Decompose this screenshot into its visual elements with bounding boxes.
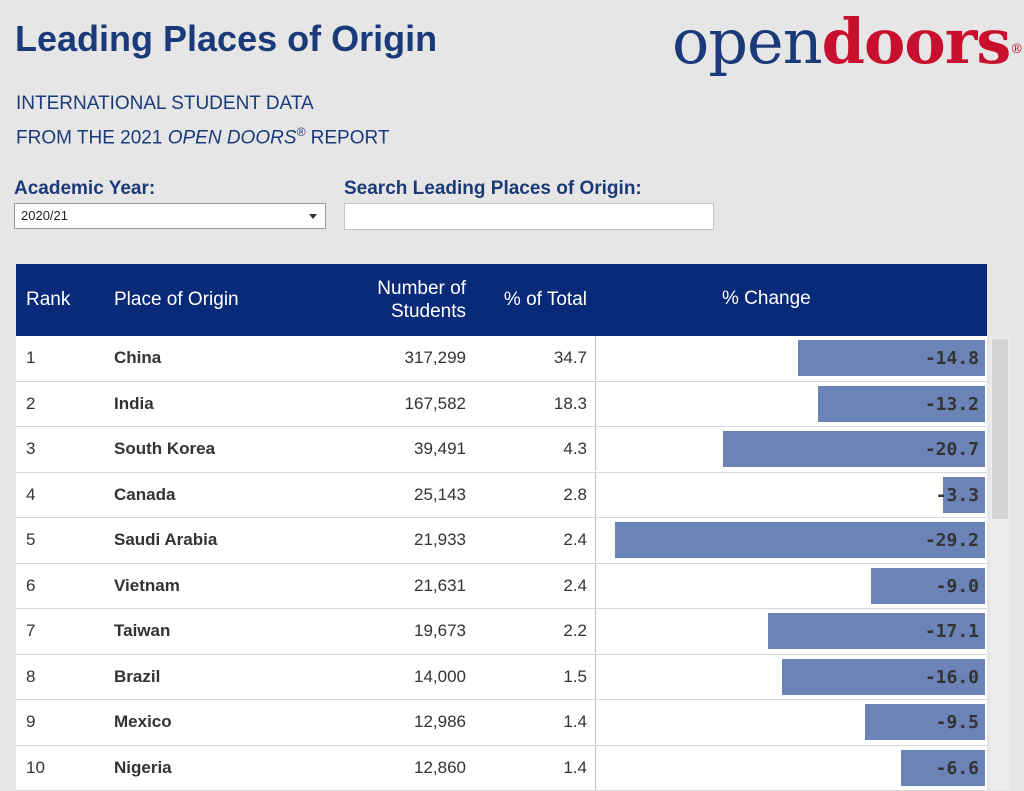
rank-cell: 9 (26, 700, 35, 744)
place-cell: China (114, 336, 161, 380)
change-value: -6.6 (936, 749, 979, 789)
rank-cell: 1 (26, 336, 35, 380)
pct-total-cell: 1.4 (486, 746, 587, 790)
place-cell: South Korea (114, 427, 215, 471)
students-cell: 39,491 (346, 427, 466, 471)
pct-total-cell: 18.3 (486, 382, 587, 426)
place-cell: Canada (114, 473, 175, 517)
place-cell: Saudi Arabia (114, 518, 217, 562)
pct-total-cell: 34.7 (486, 336, 587, 380)
subtitle-line1: INTERNATIONAL STUDENT DATA (16, 90, 389, 118)
subtitle-line2: FROM THE 2021 OPEN DOORS® REPORT (16, 118, 389, 152)
students-cell: 25,143 (346, 473, 466, 517)
place-cell: Brazil (114, 655, 160, 699)
students-cell: 167,582 (346, 382, 466, 426)
pct-change-cell: -13.2 (595, 382, 987, 426)
students-cell: 317,299 (346, 336, 466, 380)
change-value: -14.8 (925, 339, 979, 379)
header-pct-total[interactable]: % of Total (486, 289, 587, 311)
logo-doors-text: doors (822, 5, 1011, 78)
pct-change-cell: -6.6 (595, 746, 987, 790)
rank-cell: 8 (26, 655, 35, 699)
pct-total-cell: 1.4 (486, 700, 587, 744)
header-students-line1: Number of (346, 277, 466, 300)
header-place[interactable]: Place of Origin (114, 289, 239, 311)
pct-change-cell: -16.0 (595, 655, 987, 699)
page-title: Leading Places of Origin (15, 18, 437, 60)
academic-year-select[interactable]: 2020/21 (14, 203, 326, 229)
table-row[interactable]: 10 Nigeria 12,860 1.4 -6.6 (16, 746, 987, 791)
change-value: -3.3 (936, 476, 979, 516)
rank-cell: 4 (26, 473, 35, 517)
change-value: -9.5 (936, 703, 979, 743)
change-value: -17.1 (925, 612, 979, 652)
chevron-down-icon (309, 214, 317, 219)
table-row[interactable]: 4 Canada 25,143 2.8 -3.3 (16, 473, 987, 519)
pct-total-cell: 2.4 (486, 564, 587, 608)
header-rank[interactable]: Rank (26, 289, 70, 311)
rank-cell: 7 (26, 609, 35, 653)
subtitle-prefix: FROM THE 2021 (16, 127, 168, 148)
rank-cell: 6 (26, 564, 35, 608)
rank-cell: 10 (26, 746, 45, 790)
place-cell: Taiwan (114, 609, 170, 653)
header-pct-change[interactable]: % Change (722, 288, 811, 310)
search-input[interactable] (344, 203, 714, 230)
subtitle-report-name: OPEN DOORS (168, 127, 297, 148)
report-subtitle: INTERNATIONAL STUDENT DATA FROM THE 2021… (16, 90, 389, 152)
place-cell: Vietnam (114, 564, 180, 608)
logo-open-text: open (672, 5, 822, 78)
rank-cell: 3 (26, 427, 35, 471)
academic-year-value: 2020/21 (21, 208, 68, 223)
pct-total-cell: 2.4 (486, 518, 587, 562)
place-cell: Nigeria (114, 746, 172, 790)
rank-cell: 2 (26, 382, 35, 426)
pct-total-cell: 2.2 (486, 609, 587, 653)
table-row[interactable]: 1 China 317,299 34.7 -14.8 (16, 336, 987, 382)
search-label: Search Leading Places of Origin: (344, 178, 642, 200)
change-value: -9.0 (936, 567, 979, 607)
pct-change-cell: -9.0 (595, 564, 987, 608)
table-row[interactable]: 6 Vietnam 21,631 2.4 -9.0 (16, 564, 987, 610)
pct-change-cell: -20.7 (595, 427, 987, 471)
table-row[interactable]: 7 Taiwan 19,673 2.2 -17.1 (16, 609, 987, 655)
students-cell: 21,933 (346, 518, 466, 562)
table-header: Rank Place of Origin Number of Students … (16, 264, 987, 336)
logo-registered-mark: ® (1010, 42, 1022, 57)
change-value: -16.0 (925, 658, 979, 698)
scrollbar-thumb[interactable] (992, 339, 1008, 519)
students-cell: 19,673 (346, 609, 466, 653)
table-row[interactable]: 8 Brazil 14,000 1.5 -16.0 (16, 655, 987, 701)
students-cell: 14,000 (346, 655, 466, 699)
students-cell: 21,631 (346, 564, 466, 608)
change-value: -29.2 (925, 521, 979, 561)
pct-change-cell: -3.3 (595, 473, 987, 517)
place-cell: Mexico (114, 700, 172, 744)
table-row[interactable]: 2 India 167,582 18.3 -13.2 (16, 382, 987, 428)
pct-total-cell: 1.5 (486, 655, 587, 699)
academic-year-label: Academic Year: (14, 178, 155, 200)
opendoors-logo: opendoors® (672, 6, 1022, 78)
header-students-line2: Students (346, 300, 466, 323)
table-row[interactable]: 3 South Korea 39,491 4.3 -20.7 (16, 427, 987, 473)
pct-total-cell: 2.8 (486, 473, 587, 517)
origin-table: Rank Place of Origin Number of Students … (16, 264, 987, 791)
table-row[interactable]: 9 Mexico 12,986 1.4 -9.5 (16, 700, 987, 746)
pct-change-cell: -17.1 (595, 609, 987, 653)
students-cell: 12,986 (346, 700, 466, 744)
table-scrollbar[interactable] (990, 337, 1010, 790)
pct-change-cell: -14.8 (595, 336, 987, 380)
students-cell: 12,860 (346, 746, 466, 790)
subtitle-suffix: REPORT (305, 127, 389, 148)
header-students[interactable]: Number of Students (346, 277, 466, 323)
rank-cell: 5 (26, 518, 35, 562)
pct-change-cell: -29.2 (595, 518, 987, 562)
table-body: 1 China 317,299 34.7 -14.8 2 India 167,582 18.3 -… (16, 336, 987, 791)
pct-total-cell: 4.3 (486, 427, 587, 471)
change-value: -13.2 (925, 385, 979, 425)
table-row[interactable]: 5 Saudi Arabia 21,933 2.4 -29.2 (16, 518, 987, 564)
change-value: -20.7 (925, 430, 979, 470)
pct-change-cell: -9.5 (595, 700, 987, 744)
place-cell: India (114, 382, 154, 426)
